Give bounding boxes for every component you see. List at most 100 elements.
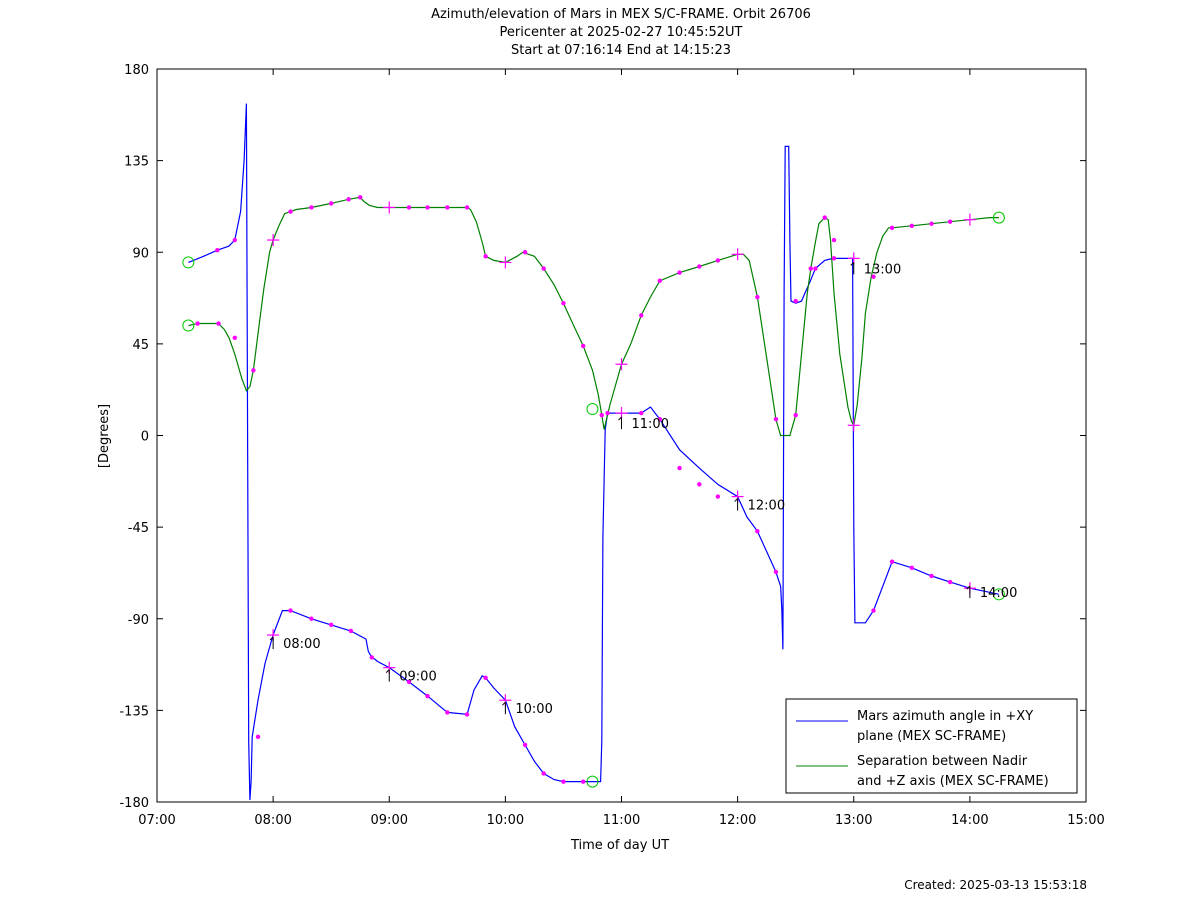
hour-label-tick [502,701,506,706]
data-point-marker [445,710,450,715]
data-point-marker [677,465,682,471]
data-point-marker [947,579,953,585]
data-point-marker [871,608,876,613]
data-point-marker [483,254,488,259]
x-tick-label: 10:00 [487,813,524,828]
legend-label-separation-line-2: and +Z axis (MEX SC-FRAME) [857,774,1049,789]
series-line-separation [188,196,999,437]
data-point-marker [831,256,837,261]
hour-label: 14:00 [980,586,1017,601]
y-tick-label: 180 [124,63,149,78]
data-point-marker [309,616,314,621]
data-point-marker [677,270,682,275]
data-point-marker [309,205,314,210]
data-point-marker [255,734,261,740]
data-point-marker [755,294,760,300]
start-end-circle [992,588,1005,601]
data-point-marker [831,237,837,243]
data-point-marker [773,417,779,422]
data-point-marker [288,608,293,613]
chart-title-line-1: Azimuth/elevation of Mars in MEX S/C-FRA… [431,7,811,22]
chart-title-group: Azimuth/elevation of Mars in MEX S/C-FRA… [431,7,811,58]
series-lines [188,103,1000,801]
data-point-marker [808,266,813,271]
x-tick-label: 08:00 [254,813,291,828]
legend-box [785,698,1078,794]
hour-label-tick [966,585,971,590]
legend-label-azimuth-line-2: plane (MEX SC-FRAME) [857,729,1006,744]
data-point-marker [929,573,934,579]
y-tick-label: 0 [141,430,149,445]
data-point-marker [232,335,238,340]
data-point-marker [657,417,663,422]
data-point-marker [464,205,470,210]
hour-label-tick [385,669,390,673]
data-point-marker [215,248,220,253]
start-end-circle [586,403,599,416]
legend: Mars azimuth angle in +XY plane (MEX SC-… [785,698,1078,794]
data-point-marker [541,771,546,776]
x-axis-label: Time of day UT [570,838,669,853]
hour-label: 08:00 [283,637,320,652]
hour-label: 09:00 [399,670,436,685]
data-point-marker [483,675,488,680]
data-point-marker [793,298,798,304]
data-point-marker [580,779,586,784]
data-point-marker [871,274,876,279]
chart-title-line-3: Start at 07:16:14 End at 14:15:23 [511,43,731,58]
plot-area-frame [156,68,1087,803]
data-point-marker [889,559,895,564]
data-point-marker [522,742,528,748]
legend-label-azimuth-line-1: Mars azimuth angle in +XY [857,709,1033,724]
start-end-circle [992,211,1005,224]
data-point-marker [561,300,566,306]
data-point-marker [773,569,779,575]
data-point-marker [328,622,334,628]
data-point-marker [195,321,200,326]
data-point-marker [425,693,430,699]
data-point-marker [947,219,953,224]
data-point-marker [561,779,566,784]
hour-label: 10:00 [515,702,552,717]
data-point-marker [793,412,798,418]
hour-label-tick [734,498,738,502]
series-markers [195,195,976,784]
hour-label-tick [850,262,855,266]
y-tick-label: 90 [132,246,149,261]
created-footer: Created: 2025-03-13 15:53:18 [904,878,1087,892]
y-tick-label: -90 [128,613,149,628]
legend-label-separation-line-1: Separation between Nadir [857,754,1028,769]
data-point-marker [358,195,363,200]
x-tick-label: 09:00 [371,813,408,828]
data-point-marker [522,250,528,255]
data-point-marker [822,215,827,220]
x-tick-label: 15:00 [1067,813,1104,828]
data-point-marker [697,264,702,269]
data-point-marker [599,412,604,418]
start-end-circles [182,211,1005,788]
data-point-marker [580,343,586,349]
data-point-marker [369,655,375,660]
hour-label-tick [269,636,274,641]
data-point-marker [639,313,644,318]
data-point-marker [909,223,915,228]
start-end-circle [182,319,195,332]
data-point-marker [889,225,895,231]
data-point-marker [425,205,430,210]
hour-label: 13:00 [864,262,901,277]
x-tick-label: 13:00 [835,813,872,828]
start-end-circle [586,775,599,788]
data-point-marker [639,410,644,416]
hour-label: 11:00 [632,417,669,432]
x-tick-label: 07:00 [138,813,175,828]
data-point-marker [216,321,221,326]
x-tick-label: 12:00 [719,813,756,828]
hour-labels: 08:00 09:00 10:00 11:00 12:00 13:00 14:00 [269,262,1017,717]
y-axis-label: [Degrees] [97,404,112,468]
start-end-circle [182,256,195,269]
data-point-marker [697,482,702,487]
y-tick-label: 45 [132,338,149,353]
x-tick-label: 14:00 [951,813,988,828]
y-tick-label: -135 [119,704,149,719]
